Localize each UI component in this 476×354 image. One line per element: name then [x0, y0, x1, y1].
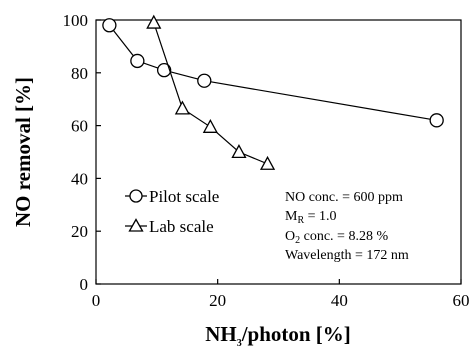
y-tick-label: 40	[71, 169, 88, 188]
series-line-lab	[153, 22, 268, 165]
x-tick-label: 20	[209, 291, 226, 310]
legend: Pilot scale Lab scale	[125, 187, 219, 236]
annotation-o2-conc: O2 conc. = 8.28 %	[285, 229, 388, 246]
x-tick-label: 40	[331, 291, 348, 310]
data-point-pilot	[102, 18, 117, 33]
legend-marker-lab	[128, 218, 144, 232]
x-tick-label: 0	[92, 291, 101, 310]
conditions-annotation: NO conc. = 600 ppm MR = 1.0 O2 conc. = 8…	[285, 190, 409, 263]
data-point-pilot	[130, 53, 145, 69]
series-layer	[102, 14, 444, 170]
legend-label-lab: Lab scale	[149, 217, 214, 236]
data-point-lab	[202, 118, 218, 133]
legend-entry-lab: Lab scale	[125, 217, 214, 236]
y-tick-label: 100	[63, 11, 89, 30]
x-tick-label: 60	[453, 291, 470, 310]
y-tick-label: 0	[80, 275, 89, 294]
annotation-wavelength: Wavelength = 172 nm	[285, 248, 409, 263]
data-point-lab	[174, 100, 190, 115]
y-axis-title: NO removal [%]	[11, 77, 35, 227]
x-axis-ticks: 0 20 40 60	[92, 279, 470, 310]
y-tick-label: 20	[71, 222, 88, 241]
data-point-pilot	[429, 113, 444, 128]
legend-label-pilot: Pilot scale	[149, 187, 219, 206]
legend-entry-pilot: Pilot scale	[125, 187, 219, 206]
annotation-no-conc: NO conc. = 600 ppm	[285, 190, 403, 205]
data-point-pilot	[197, 73, 212, 88]
y-axis-ticks: 0 20 40 60 80 100	[63, 11, 101, 294]
x-axis-title: NH3/photon [%]	[205, 322, 351, 349]
y-tick-label: 80	[71, 64, 88, 83]
y-tick-label: 60	[71, 117, 88, 136]
data-point-lab	[259, 155, 276, 170]
plot-frame	[95, 19, 462, 285]
legend-marker-pilot	[129, 189, 143, 203]
data-point-pilot	[156, 63, 172, 78]
annotation-mr: MR = 1.0	[285, 209, 337, 226]
data-point-lab	[146, 14, 162, 29]
data-point-lab	[231, 144, 247, 159]
